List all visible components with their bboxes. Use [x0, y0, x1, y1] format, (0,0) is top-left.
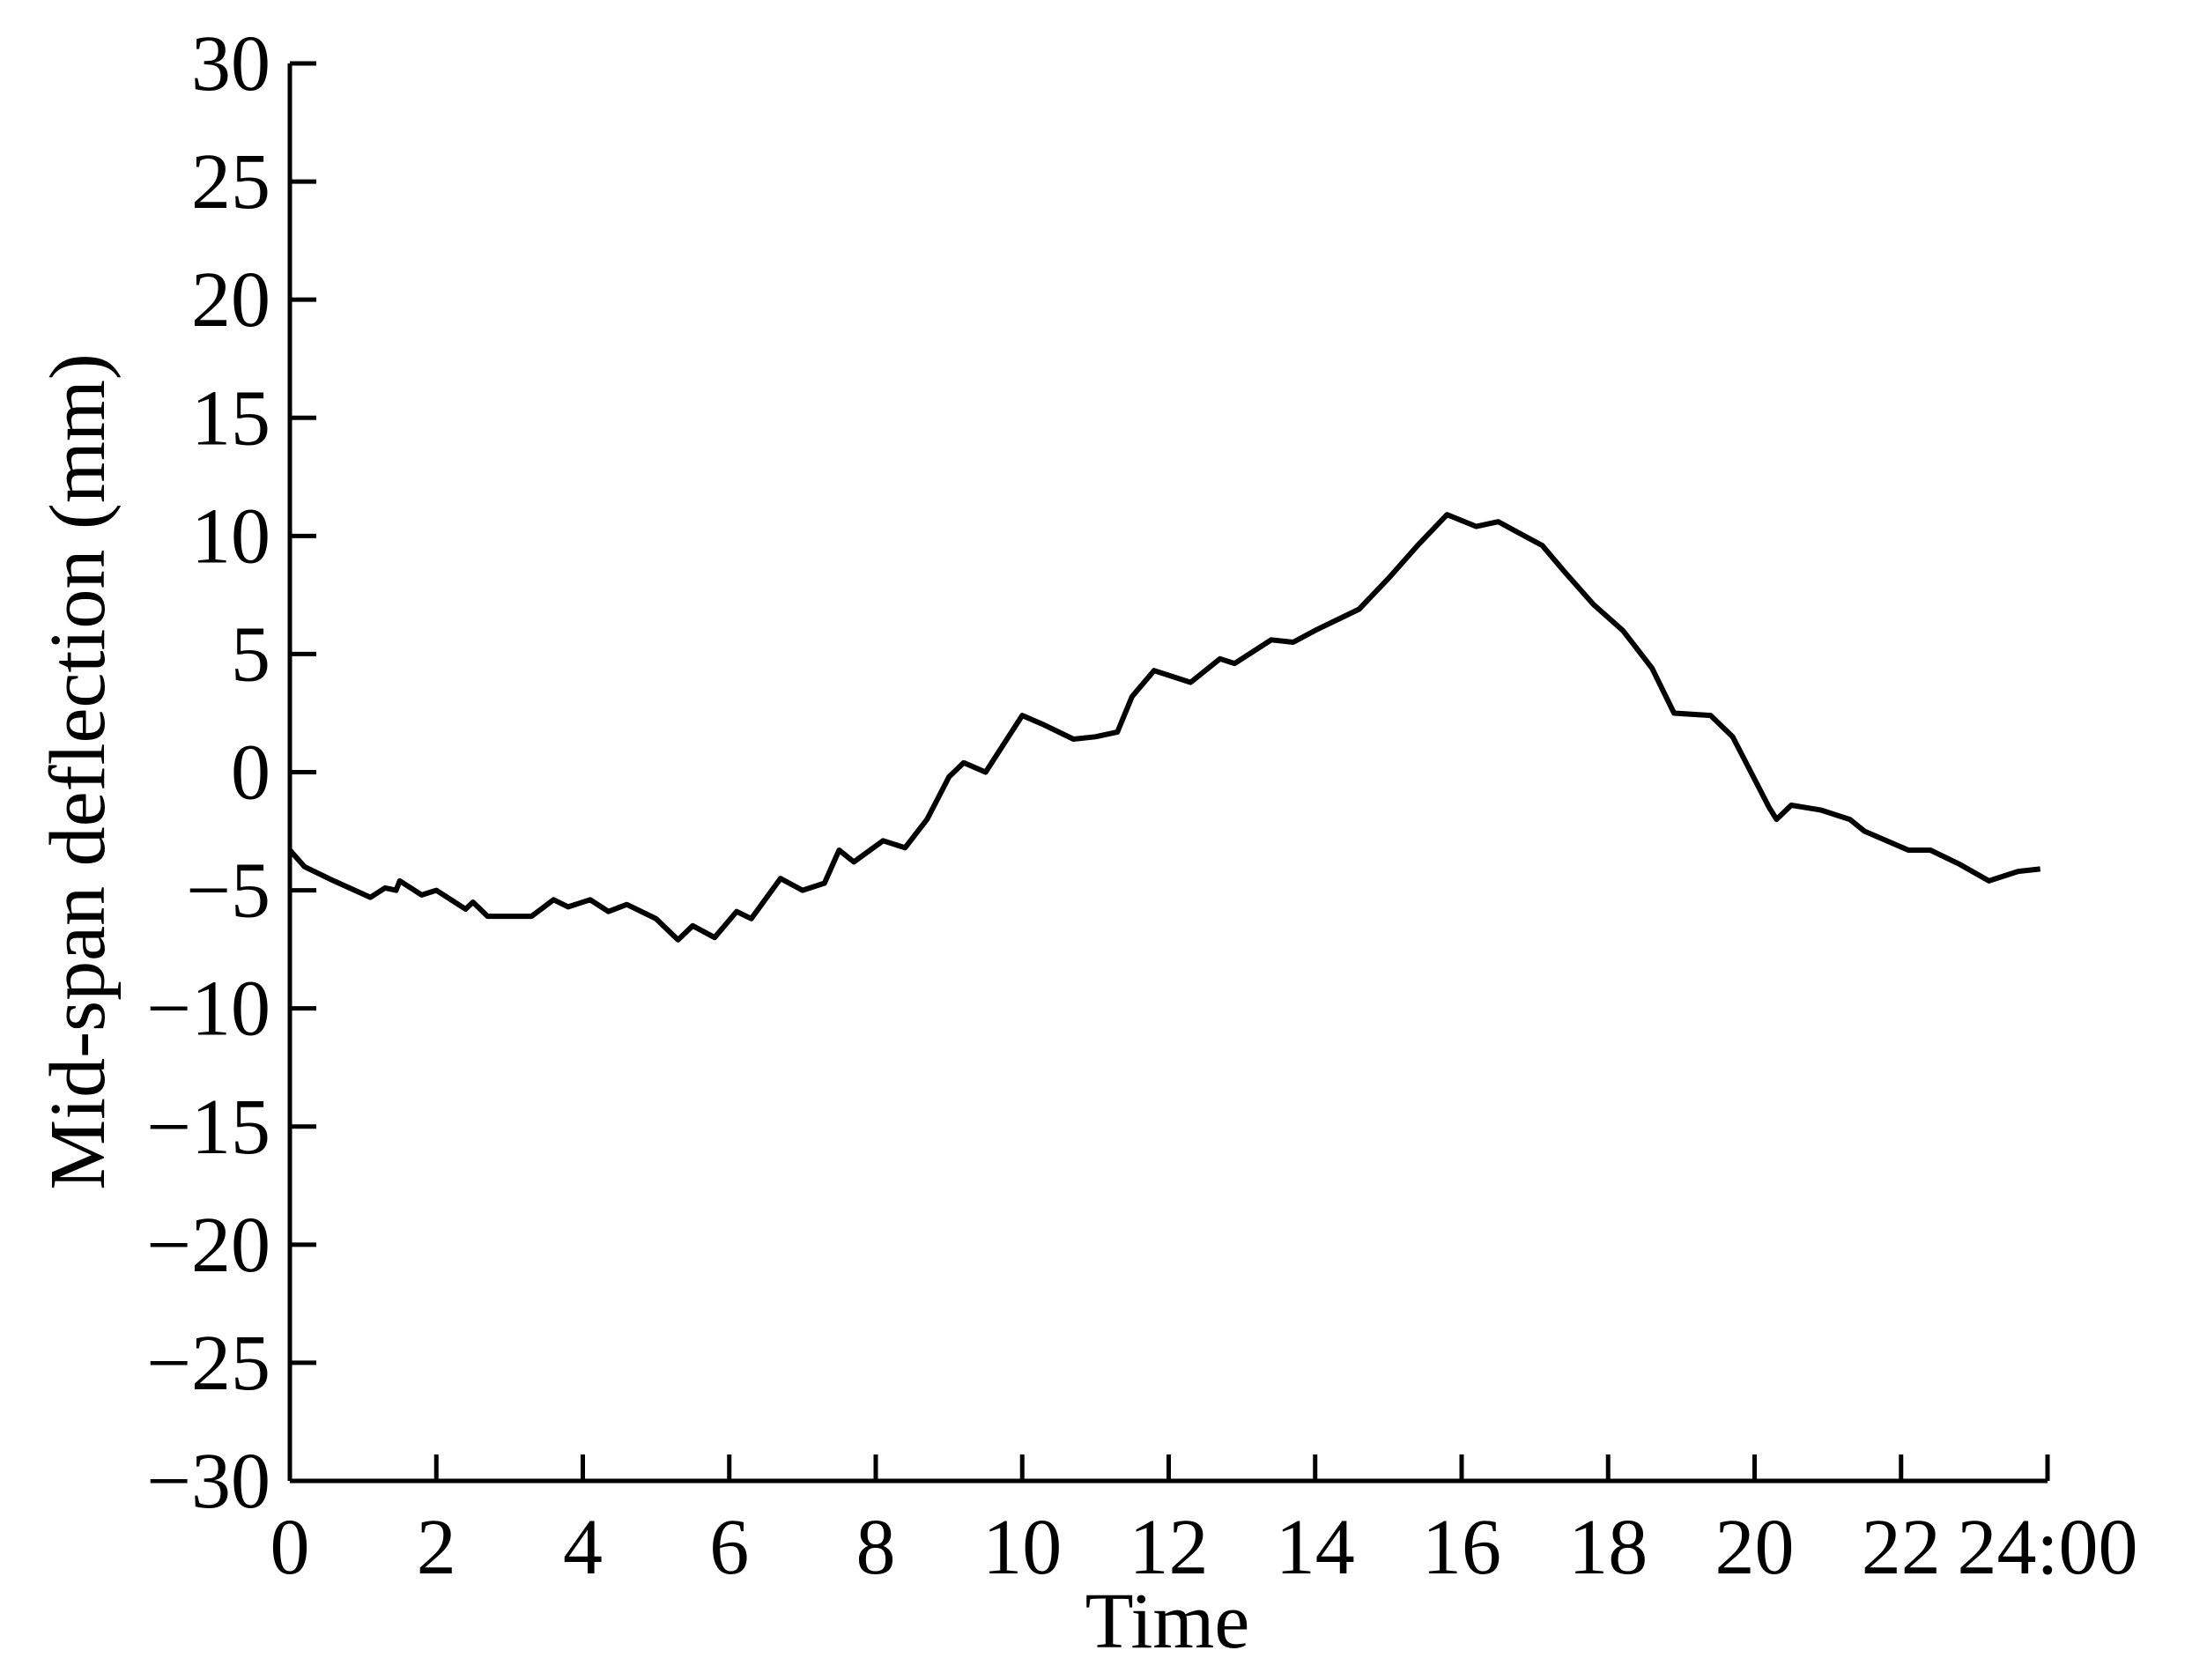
y-tick-label: 20: [191, 256, 270, 344]
x-tick-label: 10: [982, 1504, 1062, 1591]
x-axis-title: Time: [1085, 1578, 1250, 1665]
x-tick-label: 20: [1715, 1504, 1795, 1591]
y-tick-label: −30: [146, 1438, 270, 1525]
y-axis-title: Mid-span deflection (mm): [34, 353, 122, 1190]
y-tick-label: 15: [191, 374, 270, 462]
x-tick-label: 0: [270, 1504, 310, 1591]
x-tick-label: 8: [856, 1504, 896, 1591]
x-tick-label: 2: [417, 1504, 456, 1591]
x-tick-label: 16: [1422, 1504, 1501, 1591]
x-tick-label: 24:00: [1957, 1504, 2137, 1591]
data-line: [287, 512, 2041, 943]
y-tick-label: −15: [146, 1084, 270, 1171]
y-tick-label: 0: [231, 729, 270, 817]
x-tick-label: 14: [1276, 1504, 1355, 1591]
x-tick-label: 4: [563, 1504, 603, 1591]
x-tick-label: 22: [1862, 1504, 1941, 1591]
y-tick-label: −5: [186, 847, 270, 935]
x-tick-label: 6: [709, 1504, 749, 1591]
y-tick-label: 25: [191, 138, 270, 226]
y-tick-label: 10: [191, 492, 270, 580]
x-tick-label: 12: [1129, 1504, 1209, 1591]
y-tick-label: −20: [146, 1202, 270, 1289]
y-tick-label: −25: [146, 1320, 270, 1407]
y-tick-label: 30: [191, 20, 270, 107]
y-tick-label: 5: [231, 611, 270, 698]
y-tick-label: −10: [146, 966, 270, 1053]
x-tick-label: 18: [1568, 1504, 1648, 1591]
